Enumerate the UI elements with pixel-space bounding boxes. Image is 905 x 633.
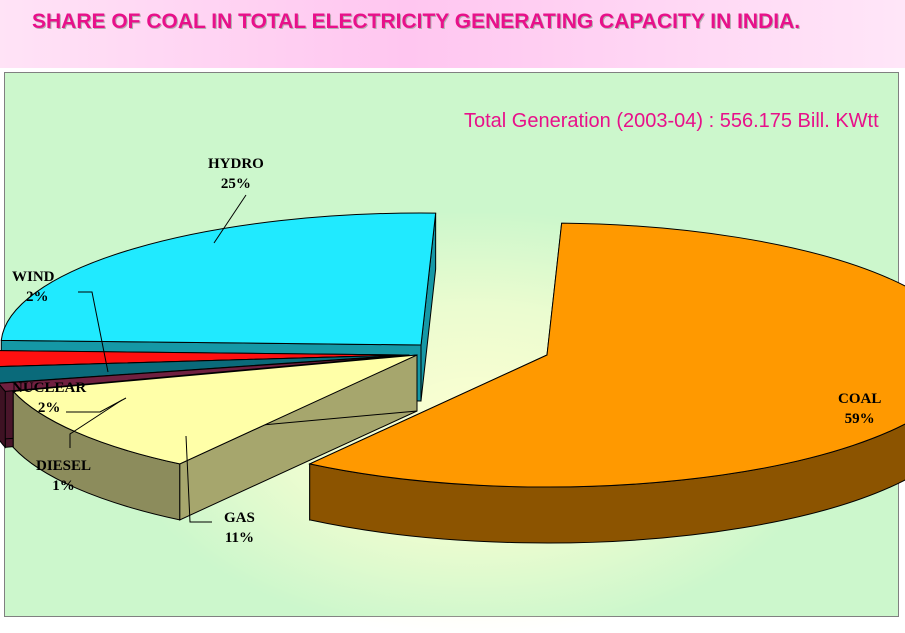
label-nuclear-name: NUCLEAR (12, 380, 87, 396)
label-gas: GAS 11% (224, 508, 255, 548)
pie-slices (0, 212, 905, 544)
slice-diesel (0, 354, 410, 392)
leader-line-diesel (69, 399, 123, 448)
label-hydro-name: HYDRO (208, 156, 264, 172)
label-gas-name: GAS (224, 510, 255, 526)
page-title: SHARE OF COAL IN TOTAL ELECTRICITY GENER… (32, 10, 801, 33)
label-wind: WIND 2% (12, 267, 55, 307)
label-wind-value: 2% (26, 289, 49, 305)
label-nuclear-value: 2% (37, 400, 61, 416)
leader-lines (66, 194, 247, 523)
label-coal-value: 59% (844, 411, 875, 427)
label-diesel-value: 1% (52, 478, 75, 494)
label-gas-value: 11% (224, 530, 255, 546)
label-wind-name: WIND (12, 269, 55, 285)
leader-line-hydro (213, 194, 247, 244)
label-nuclear: NUCLEAR 2% (12, 378, 86, 418)
slice-diesel-wall (0, 384, 6, 449)
title-banner: SHARE OF COAL IN TOTAL ELECTRICITY GENER… (0, 0, 905, 68)
label-hydro: HYDRO 25% (208, 154, 264, 194)
slice-wind (0, 350, 404, 368)
slice-hydro (0, 212, 437, 346)
label-coal: COAL 59% (838, 389, 881, 429)
pie-chart (0, 194, 905, 544)
leader-line-gas (185, 435, 212, 523)
leader-line-wind (78, 291, 109, 373)
total-generation-annotation: Total Generation (2003-04) : 556.175 Bil… (464, 110, 879, 132)
label-coal-name: COAL (838, 391, 882, 407)
label-diesel: DIESEL 1% (36, 456, 91, 496)
slice-coal (308, 222, 905, 488)
label-diesel-name: DIESEL (36, 458, 92, 474)
slice-gas (12, 354, 418, 465)
label-hydro-value: 25% (220, 176, 251, 192)
